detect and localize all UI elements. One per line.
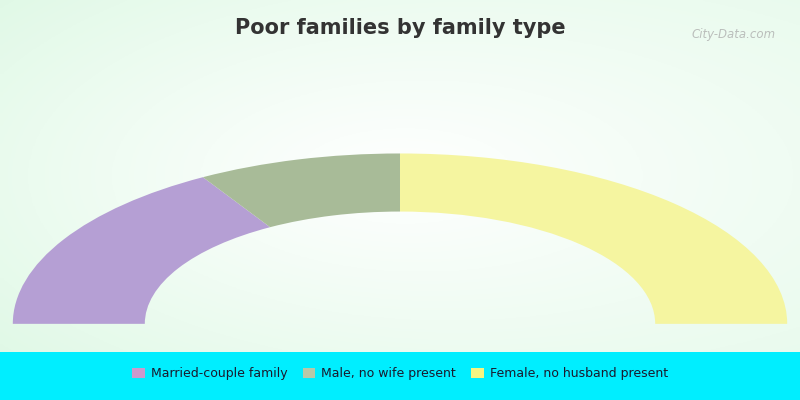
Wedge shape [400,154,787,324]
Wedge shape [13,177,270,324]
Text: Poor families by family type: Poor families by family type [234,18,566,38]
Legend: Married-couple family, Male, no wife present, Female, no husband present: Married-couple family, Male, no wife pre… [127,362,673,386]
Text: City-Data.com: City-Data.com [692,28,776,41]
Wedge shape [203,154,400,227]
